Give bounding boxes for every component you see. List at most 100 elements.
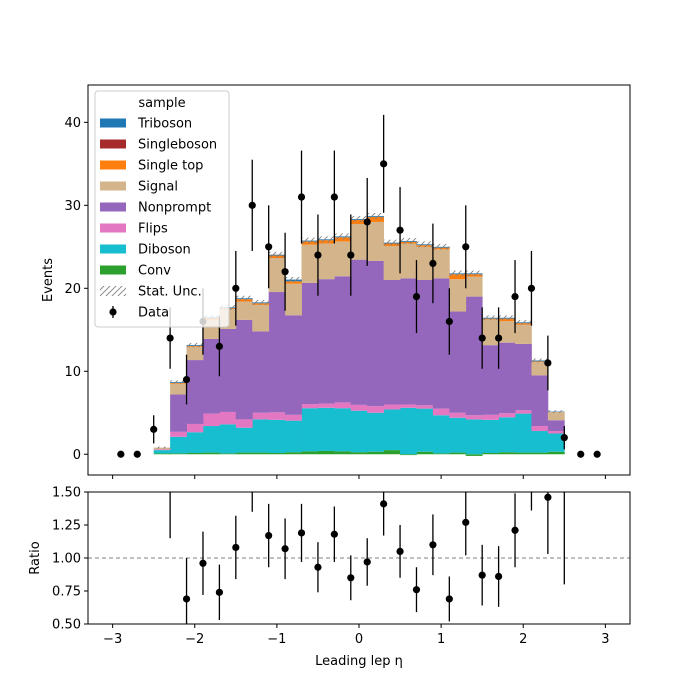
bar-signal-2 [186, 346, 204, 361]
data-point-1 [133, 450, 141, 458]
data-point-13 [330, 193, 338, 201]
bar-diboson-21 [498, 417, 516, 453]
ratio-point-22 [528, 458, 535, 465]
stat-unc-19 [465, 270, 483, 277]
bar-flips-24 [547, 431, 565, 434]
bar-flips-23 [531, 426, 549, 432]
ratio-point-7 [281, 545, 289, 553]
main-ytick-label-2: 20 [64, 282, 81, 297]
bar-diboson-22 [515, 413, 532, 453]
bar-conv-22 [515, 452, 532, 455]
bar-conv-7 [268, 453, 286, 455]
bar-nonprompt-22 [515, 343, 532, 411]
bar-diboson-24 [547, 433, 565, 452]
bar-nonprompt-2 [186, 360, 204, 424]
bar-conv-23 [531, 452, 549, 455]
bar-diboson-2 [186, 432, 204, 454]
bar-flips-2 [186, 423, 204, 433]
bar-signal-13 [367, 221, 385, 261]
data-point-18 [412, 292, 421, 301]
ratio-ytick-label-0: 0.50 [52, 618, 81, 633]
bar-nonprompt-20 [482, 345, 499, 415]
bar-conv-24 [547, 451, 565, 455]
stat-unc-16 [416, 241, 433, 248]
bar-nonprompt-7 [268, 292, 286, 413]
bar-nonprompt-5 [235, 319, 253, 420]
bar-conv-16 [416, 451, 434, 455]
ratio-ytick-label-4: 1.50 [52, 486, 81, 501]
bar-conv-2 [186, 453, 204, 455]
bar-diboson-17 [432, 415, 450, 454]
bar-signal-14 [383, 245, 401, 280]
data-point-20 [445, 317, 453, 326]
stat-unc-23 [531, 358, 548, 363]
data-point-28 [577, 450, 585, 458]
bar-signal-16 [416, 246, 434, 280]
ratio-point-18 [462, 518, 470, 526]
bar-flips-8 [285, 414, 302, 421]
bar-conv-18 [449, 452, 467, 455]
bar-flips-1 [170, 431, 187, 437]
x-tick-label-2: −1 [267, 632, 286, 647]
bar-nonprompt-15 [400, 278, 417, 405]
legend-label-flips: Flips [138, 222, 168, 237]
data-point-12 [314, 251, 322, 259]
bar-diboson-6 [252, 419, 270, 453]
bar-signal-10 [317, 243, 335, 280]
bar-signal-15 [400, 243, 417, 279]
data-point-17 [396, 226, 404, 234]
data-point-9 [265, 243, 273, 251]
bar-diboson-7 [268, 419, 286, 454]
bar-signal-9 [301, 244, 319, 283]
bar-conv-1 [170, 453, 187, 455]
bar-signal-7 [268, 258, 286, 293]
ratio-point-9 [314, 563, 322, 571]
ratio-ytick-label-1: 0.75 [52, 585, 81, 600]
bar-signal-17 [432, 249, 450, 279]
x-tick-label-6: 3 [601, 632, 609, 647]
ratio-point-16 [429, 541, 437, 549]
ratio-point-14 [396, 547, 404, 556]
stat-unc-7 [268, 251, 286, 258]
data-point-7 [232, 284, 240, 292]
stat-unc-22 [515, 320, 532, 325]
bar-flips-18 [449, 412, 467, 418]
bar-conv-13 [367, 451, 385, 455]
legend: sample Triboson Singleboson Single top Signa… [94, 90, 230, 328]
legend-swatch-flips [100, 223, 126, 233]
bar-conv-19 [465, 454, 483, 456]
bar-diboson-0 [153, 450, 171, 454]
bar-conv-6 [252, 452, 270, 455]
ratio-y-axis-label: Ratio [28, 541, 43, 574]
bar-nonprompt-17 [432, 278, 450, 409]
bar-flips-20 [482, 414, 499, 420]
stat-unc-6 [252, 299, 269, 305]
stat-unc-9 [301, 237, 318, 244]
bar-diboson-12 [350, 410, 368, 453]
bar-nonprompt-12 [350, 259, 368, 405]
bar-diboson-8 [285, 420, 302, 453]
data-point-15 [363, 218, 371, 226]
ratio-point-2 [199, 559, 207, 567]
legend-box [94, 90, 230, 328]
ratio-point-20 [495, 572, 503, 581]
legend-label-triboson: Triboson [137, 117, 192, 132]
legend-swatch-stat-unc [100, 286, 126, 296]
bar-flips-5 [235, 419, 253, 428]
bar-conv-3 [202, 452, 220, 455]
legend-swatch-single-top [100, 160, 126, 170]
data-point-3 [166, 334, 174, 342]
ratio-point-24 [561, 343, 568, 350]
bar-signal-21 [498, 321, 516, 343]
bar-single-top-13 [367, 216, 385, 222]
stat-unc-11 [334, 233, 351, 240]
data-points [117, 114, 601, 458]
bar-signal-6 [252, 304, 270, 332]
ratio-point-11 [347, 574, 355, 582]
ratio-axes-frame [87, 491, 631, 625]
data-point-8 [248, 201, 256, 209]
legend-label-diboson: Diboson [138, 243, 191, 258]
legend-swatch-conv [100, 265, 126, 275]
x-tick-label-4: 1 [437, 632, 445, 647]
legend-swatch-singleboson [100, 139, 126, 149]
